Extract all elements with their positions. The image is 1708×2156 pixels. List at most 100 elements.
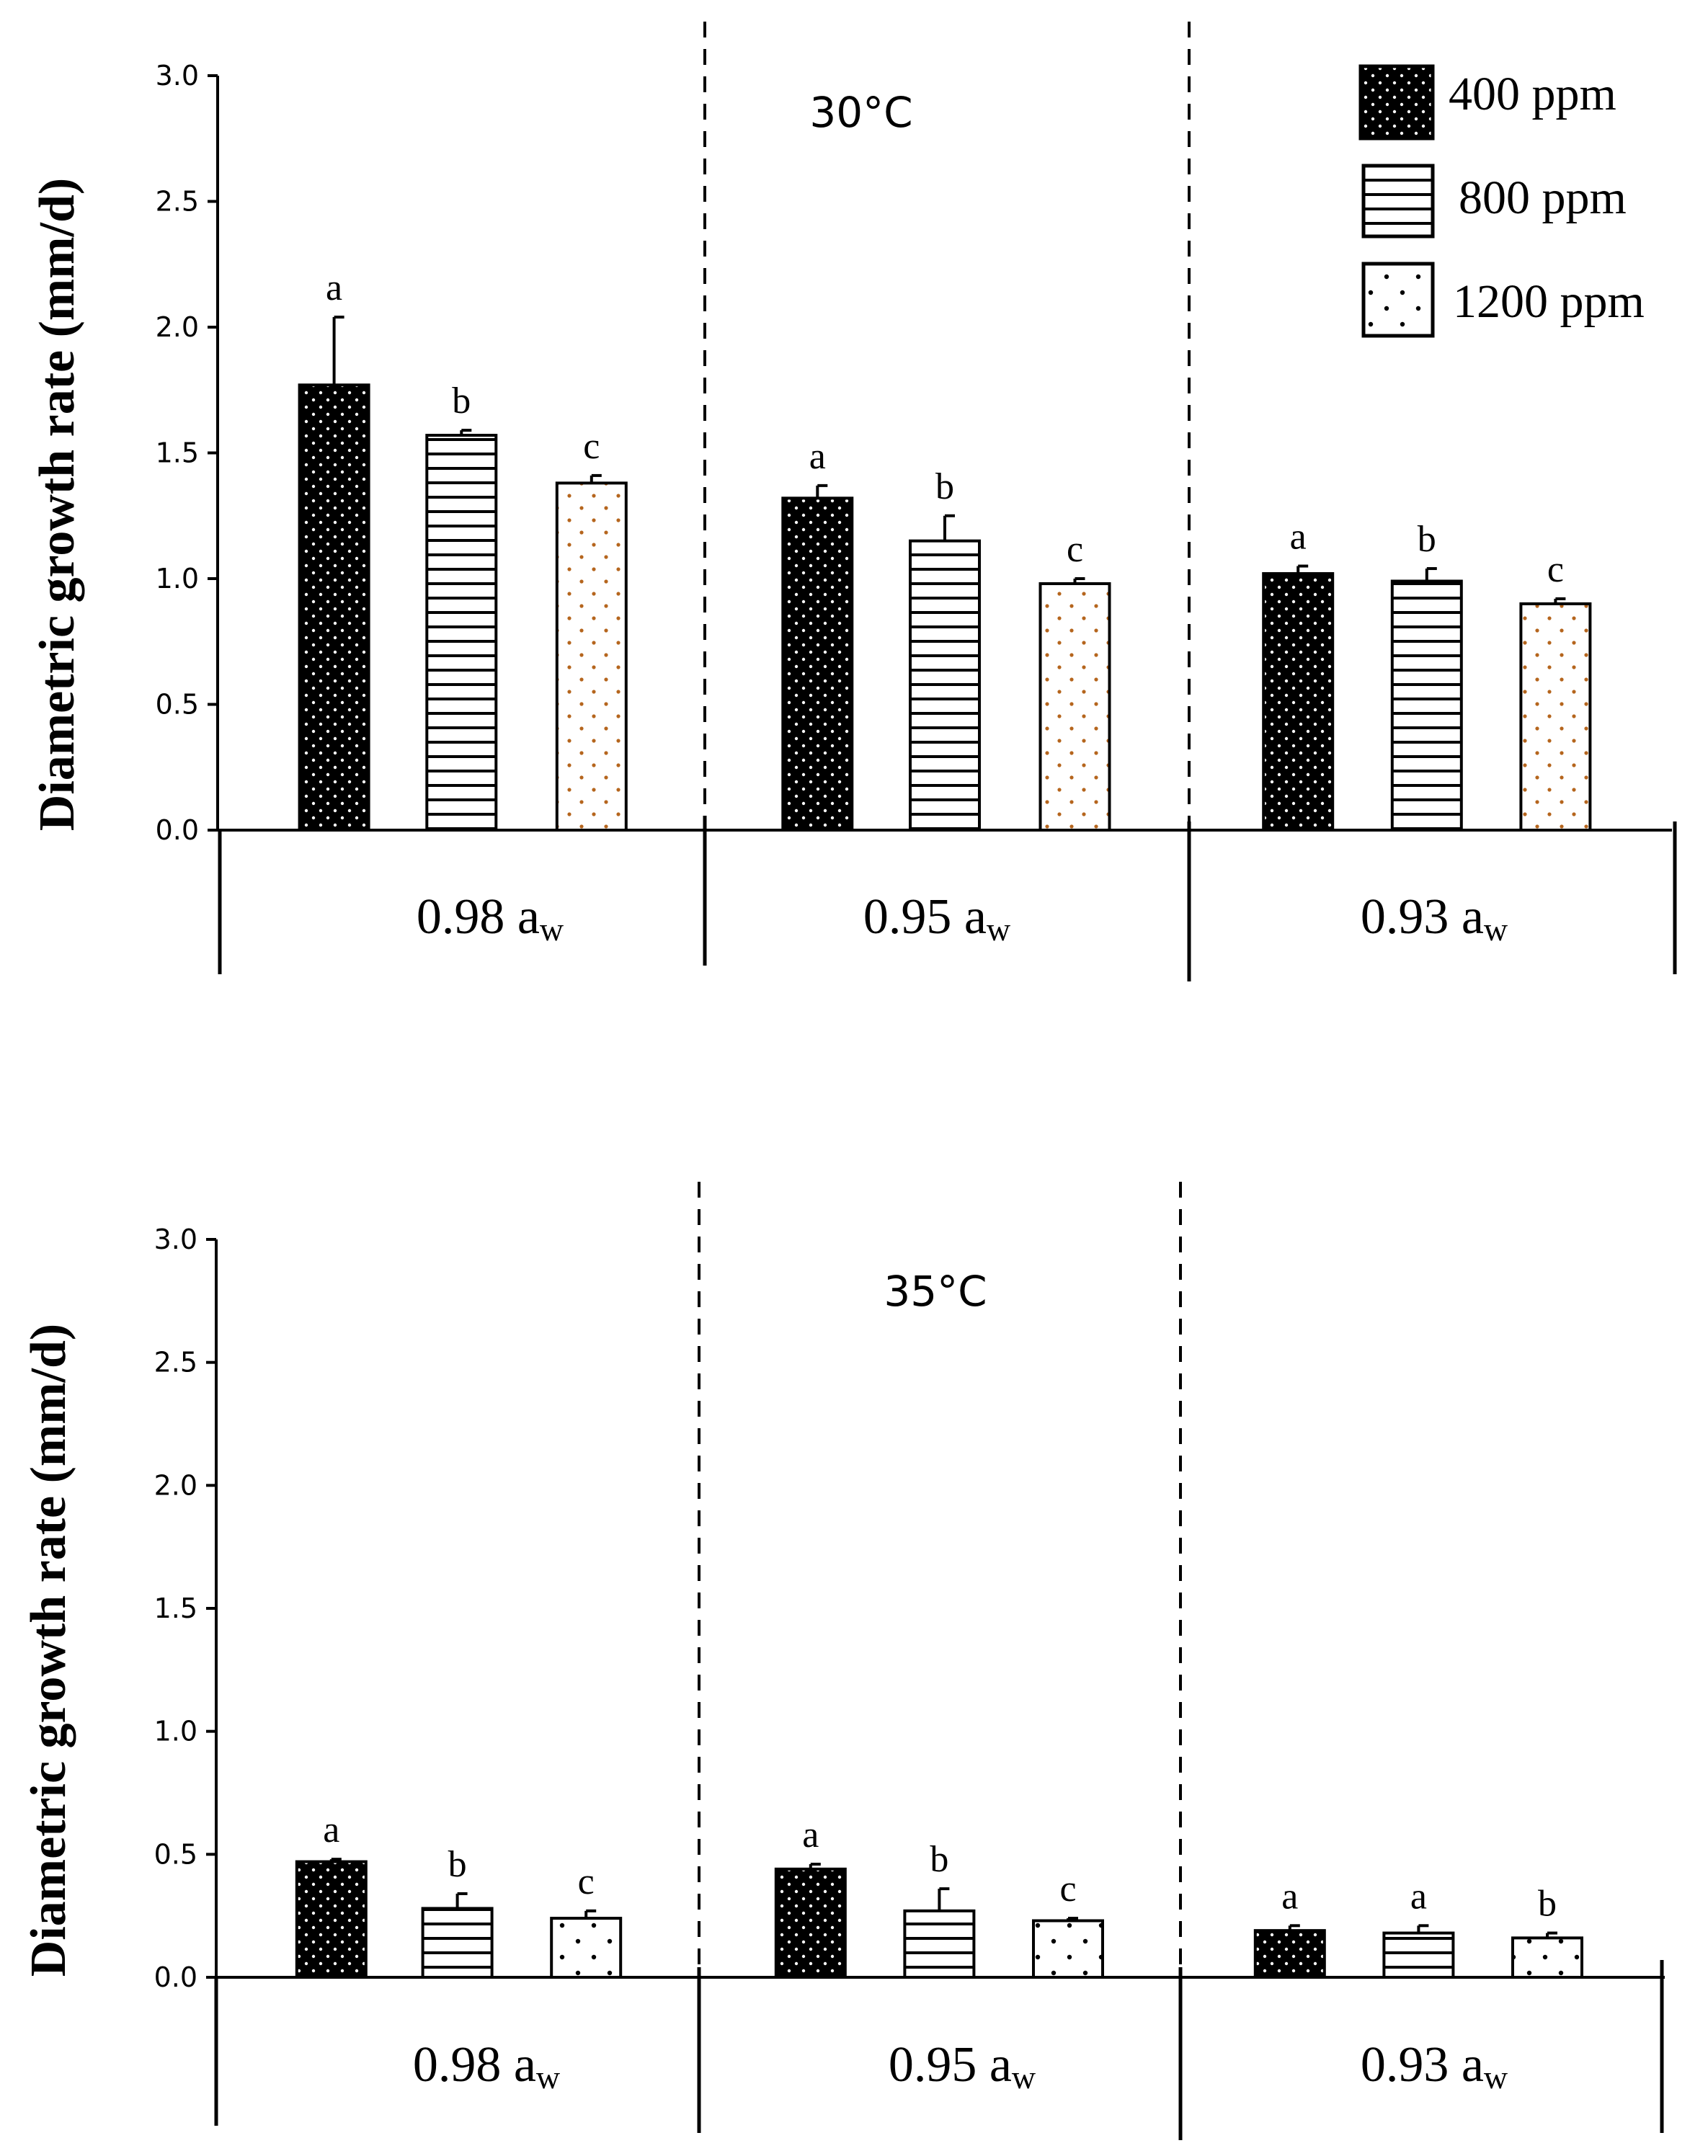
- y-tick-label: 2.5: [154, 1347, 197, 1378]
- bar-1200-ppm-2: c: [1038, 529, 1111, 832]
- y-tick-1-5: 1.5: [156, 437, 218, 469]
- category-label-1: 0.98 aw: [417, 889, 564, 948]
- bar-400-ppm-3: a: [1262, 517, 1335, 832]
- bar-rect: [1519, 602, 1592, 832]
- bar-800-ppm-2: b: [909, 466, 981, 832]
- category-label-subscript: w: [1484, 2059, 1508, 2095]
- y-tick-label: 2.0: [154, 1469, 197, 1501]
- significance-letter: a: [1290, 517, 1307, 558]
- y-axis-label: Diametric growth rate (mm/d): [21, 1324, 76, 1977]
- y-axis-label: Diametric growth rate (mm/d): [30, 178, 85, 831]
- temperature-label: 30°C: [809, 88, 912, 137]
- significance-letter: c: [583, 426, 600, 467]
- bar-rect: [903, 1909, 976, 1979]
- legend-item-800-ppm: 800 ppm: [1361, 164, 1627, 239]
- bar-rect: [1390, 579, 1463, 832]
- y-tick-label: 1.0: [154, 1716, 197, 1747]
- chart-panel-30c: Diametric growth rate (mm/d) 30°C 0.0 0.5…: [30, 22, 1677, 981]
- bar-rect: [1032, 1919, 1104, 1979]
- y-tick-2-0: 2.0: [154, 1469, 216, 1501]
- significance-letter: a: [323, 1809, 339, 1850]
- y-tick-label: 2.5: [156, 186, 199, 218]
- category-label-3: 0.93 aw: [1361, 2037, 1508, 2095]
- legend-item-400-ppm: 400 ppm: [1358, 64, 1616, 141]
- category-label-2: 0.95 aw: [863, 889, 1011, 948]
- bar-1200-ppm-1: c: [555, 426, 628, 832]
- bar-800-ppm-3: b: [1390, 519, 1463, 832]
- temperature-label: 35°C: [884, 1267, 987, 1316]
- category-label-subscript: w: [987, 911, 1011, 948]
- y-tick-label: 1.0: [156, 563, 199, 594]
- bar-rect: [781, 496, 854, 832]
- bar-rect: [909, 539, 981, 832]
- significance-letter: b: [452, 380, 471, 422]
- y-tick-label: 1.5: [154, 1592, 197, 1624]
- legend-swatch-800-ppm: [1361, 164, 1435, 239]
- category-label-main: 0.93 a: [1361, 2037, 1484, 2093]
- bar-1200-ppm-3: b: [1511, 1884, 1583, 1979]
- bars: a a a b b a c c b: [295, 1809, 1583, 1979]
- category-label-subscript: w: [540, 911, 564, 948]
- category-label-main: 0.95 a: [889, 2037, 1012, 2093]
- y-tick-2-5: 2.5: [154, 1347, 216, 1378]
- significance-letter: a: [809, 436, 826, 477]
- legend-label-800-ppm: 800 ppm: [1459, 172, 1627, 224]
- y-tick-label: 1.5: [156, 437, 199, 469]
- bar-400-ppm-3: a: [1253, 1876, 1326, 1979]
- bar-rect: [774, 1867, 847, 1979]
- y-tick-label: 0.5: [156, 689, 199, 721]
- y-tick-3-0: 3.0: [154, 1224, 216, 1255]
- y-tick-label: 3.0: [156, 60, 199, 92]
- bar-rect: [1262, 572, 1335, 832]
- y-tick-0-0: 0.0: [154, 1961, 216, 1993]
- significance-letter: a: [1281, 1876, 1298, 1917]
- bar-1200-ppm-3: c: [1519, 549, 1592, 832]
- category-label-main: 0.98 a: [413, 2037, 536, 2093]
- bar-800-ppm-2: b: [903, 1839, 976, 1979]
- category-label-main: 0.95 a: [863, 889, 987, 945]
- bar-rect: [550, 1917, 623, 1979]
- y-tick-0-5: 0.5: [156, 689, 218, 721]
- category-label-subscript: w: [1012, 2059, 1036, 2095]
- x-category-labels: 0.98 aw 0.95 aw 0.93 aw: [417, 889, 1508, 948]
- x-category-labels: 0.98 aw 0.95 aw 0.93 aw: [413, 2037, 1508, 2095]
- category-label-subscript: w: [1484, 911, 1508, 948]
- significance-letter: a: [326, 267, 342, 308]
- significance-letter: a: [802, 1814, 819, 1856]
- bar-rect: [1382, 1931, 1455, 1979]
- significance-letter: b: [935, 466, 954, 507]
- bar-400-ppm-2: a: [774, 1814, 847, 1979]
- y-tick-label: 0.5: [154, 1838, 197, 1870]
- category-label-3: 0.93 aw: [1361, 889, 1508, 948]
- bar-800-ppm-1: b: [421, 1844, 494, 1979]
- significance-letter: b: [448, 1844, 467, 1885]
- y-tick-0-0: 0.0: [156, 814, 218, 846]
- category-label-subscript: w: [536, 2059, 561, 2095]
- legend: 400 ppm 800 ppm 1200 ppm: [1358, 64, 1645, 338]
- y-tick-2-5: 2.5: [156, 186, 218, 218]
- y-tick-label: 2.0: [156, 311, 199, 343]
- y-tick-0-5: 0.5: [154, 1838, 216, 1870]
- y-tick-label: 3.0: [154, 1224, 197, 1255]
- bar-rect: [1253, 1929, 1326, 1979]
- legend-swatch-400-ppm: [1358, 64, 1435, 141]
- bar-1200-ppm-1: c: [550, 1861, 623, 1979]
- bar-rect: [1511, 1936, 1583, 1979]
- bar-400-ppm-1: a: [295, 1809, 368, 1979]
- y-tick-label: 0.0: [156, 814, 199, 846]
- y-ticks: 0.0 0.5 1.0 1.5 2.0 2.5 3.0: [156, 60, 218, 846]
- y-tick-2-0: 2.0: [156, 311, 218, 343]
- bar-400-ppm-2: a: [781, 436, 854, 832]
- bar-800-ppm-1: b: [425, 380, 498, 832]
- bar-rect: [425, 434, 498, 832]
- bar-rect: [421, 1907, 494, 1979]
- legend-item-1200-ppm: 1200 ppm: [1361, 262, 1645, 338]
- significance-letter: c: [1059, 1868, 1076, 1910]
- bar-rect: [295, 1860, 368, 1979]
- bars: a a a b b b c c c: [298, 267, 1592, 832]
- y-tick-1-0: 1.0: [156, 563, 218, 594]
- bar-rect: [298, 383, 370, 832]
- category-label-main: 0.93 a: [1361, 889, 1484, 945]
- significance-letter: b: [930, 1839, 948, 1880]
